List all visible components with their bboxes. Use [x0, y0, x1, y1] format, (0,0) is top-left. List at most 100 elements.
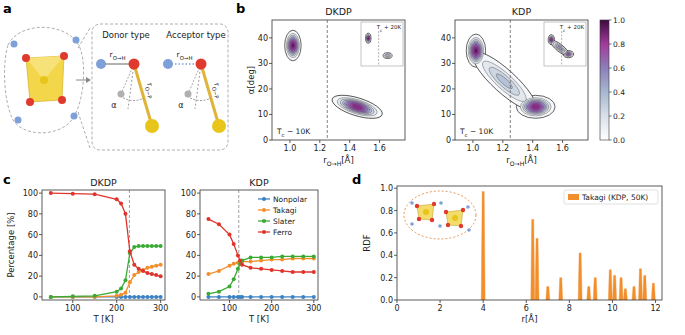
y-tick [269, 114, 272, 115]
point [132, 295, 136, 299]
legend-label: Nonpolar [273, 195, 308, 204]
h-atom [439, 201, 443, 205]
point [159, 295, 163, 299]
point [232, 295, 236, 299]
contour-level [290, 41, 295, 50]
contour-level [290, 40, 296, 52]
h-atom [71, 113, 78, 120]
rdf-peak [587, 287, 591, 300]
h-atom [96, 59, 106, 69]
y-tick [452, 140, 455, 141]
y-tick [269, 140, 272, 141]
contour-level [386, 55, 389, 57]
line-panel: NonpolarTakagiSlaterFerro100200300020406… [6, 177, 168, 324]
text-sub: O−P [211, 86, 220, 100]
x-tick-label: 8 [567, 304, 572, 313]
legend-label: Takagi [272, 206, 297, 215]
point [249, 295, 253, 299]
o-atom [129, 59, 140, 70]
inset-critical-line [378, 31, 379, 65]
colorbar [600, 20, 609, 140]
y-tick-label: 0 [33, 293, 38, 302]
inset-group [548, 31, 574, 65]
contour-level [523, 99, 549, 114]
x-axis-label: rO→H[Å] [323, 154, 353, 167]
contour-level [567, 54, 569, 55]
point [141, 295, 145, 299]
x-tick-label: 100 [65, 304, 80, 313]
critical-line [327, 20, 328, 140]
point [71, 295, 75, 299]
point [249, 260, 253, 264]
contour-level [486, 64, 523, 99]
rdf-peak [639, 269, 643, 300]
h-atom [11, 41, 18, 48]
contour-level [345, 100, 369, 114]
point [115, 197, 119, 201]
point [228, 285, 232, 289]
p-atom [212, 119, 226, 133]
x-tick-label: 10 [607, 304, 617, 313]
contour-level [367, 37, 369, 40]
legend-marker [262, 197, 266, 201]
point [93, 294, 97, 298]
r-op-label: rO−P [143, 82, 158, 100]
contour-level [468, 37, 483, 63]
point [280, 269, 284, 273]
text-sub: O→H [327, 160, 342, 167]
point [119, 293, 123, 297]
h-atom [438, 224, 442, 228]
contour-level [352, 104, 363, 110]
contour-level [527, 102, 544, 112]
inset-frame [544, 22, 586, 66]
colorbar-tick [609, 92, 612, 93]
inset-group [366, 31, 393, 65]
x-tick [319, 140, 320, 143]
x-axis-label: r[Å] [522, 313, 538, 324]
x-tick-label: 2 [438, 304, 443, 313]
rdf-peak [578, 253, 582, 300]
p-atom [145, 119, 159, 133]
x-tick [160, 300, 161, 303]
alpha-guide [128, 64, 134, 109]
x-tick [655, 300, 656, 303]
contour-level [550, 39, 552, 40]
h-atom [410, 201, 414, 205]
h-atom-small [185, 91, 192, 98]
title: KDP [249, 177, 269, 188]
contour-level [550, 38, 553, 42]
contour-group [466, 20, 555, 140]
point [137, 295, 141, 299]
point [236, 267, 240, 271]
x-tick-label: 100 [222, 304, 237, 313]
x-tick-label: 200 [109, 304, 124, 313]
y-tick-label: 0.2 [380, 274, 393, 283]
y-axis-label: Percentage [%] [6, 212, 16, 277]
contour-level [556, 44, 565, 52]
contour-level [335, 94, 379, 120]
y-tick [394, 277, 397, 278]
alpha-arc [187, 96, 211, 101]
contour-level [347, 101, 367, 113]
y-tick [197, 255, 200, 256]
y-tick [197, 276, 200, 277]
rdf-peak [535, 239, 539, 300]
h-atom-small [118, 91, 125, 98]
x-tick-label: 1.2 [496, 144, 509, 153]
rdf-peak [608, 270, 612, 300]
legend-label: Takagi (KDP, 50K) [581, 193, 648, 202]
point [115, 290, 119, 294]
contour-level [471, 42, 481, 59]
point [137, 244, 141, 248]
y-tick-label: 30 [441, 59, 451, 68]
panel-letter: a [3, 1, 12, 16]
y-tick-label: 20 [186, 272, 196, 281]
y-tick [394, 232, 397, 233]
contour-level [367, 36, 369, 40]
point [270, 295, 274, 299]
frame [397, 186, 662, 300]
x-tick-label: 1.0 [284, 144, 297, 153]
o-atom [415, 204, 419, 208]
contour-level [526, 101, 546, 113]
point [137, 267, 141, 271]
